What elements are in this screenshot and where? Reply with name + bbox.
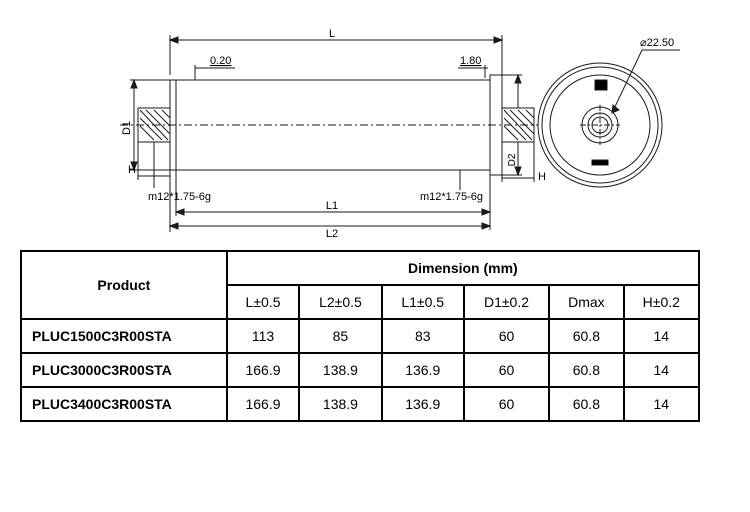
cell: 166.9 [227,387,300,421]
table-row: PLUC3400C3R00STA 166.9 138.9 136.9 60 60… [21,387,699,421]
cell: 60 [464,319,549,353]
thread-left: m12*1.75-6g [148,191,211,203]
tol-right: 1.80 [460,55,481,67]
cell: 60 [464,353,549,387]
cell: 85 [299,319,381,353]
cell: 166.9 [227,353,300,387]
dim-L1: L1 [326,200,338,212]
tol-left: 0.20 [210,55,231,67]
dimension-table: Product Dimension (mm) L±0.5 L2±0.5 L1±0… [20,250,700,422]
cell: 83 [382,319,464,353]
technical-drawing: L 0.20 1.80 D1 H m12*1.75-6g D2 [60,20,700,240]
thread-right: m12*1.75-6g [420,191,483,203]
cell: 14 [624,387,699,421]
col-H: H±0.2 [624,285,699,319]
header-product: Product [21,251,227,319]
col-Dmax: Dmax [549,285,623,319]
product-name: PLUC1500C3R00STA [21,319,227,353]
cell: 138.9 [299,387,381,421]
col-L: L±0.5 [227,285,300,319]
product-name: PLUC3000C3R00STA [21,353,227,387]
col-D1: D1±0.2 [464,285,549,319]
col-L1: L1±0.5 [382,285,464,319]
cell: 136.9 [382,387,464,421]
table-row: PLUC1500C3R00STA 113 85 83 60 60.8 14 [21,319,699,353]
col-L2: L2±0.5 [299,285,381,319]
cell: 60.8 [549,319,623,353]
cell: 113 [227,319,300,353]
header-dimension: Dimension (mm) [227,251,699,285]
cell: 60 [464,387,549,421]
table-row: PLUC3000C3R00STA 166.9 138.9 136.9 60 60… [21,353,699,387]
product-name: PLUC3400C3R00STA [21,387,227,421]
dim-L2: L2 [326,228,338,240]
diameter-label: ⌀22.50 [640,37,674,49]
cell: 14 [624,319,699,353]
dim-H-right: H [538,171,546,183]
cell: 60.8 [549,387,623,421]
cell: 136.9 [382,353,464,387]
cell: 138.9 [299,353,381,387]
dim-D1: D1 [121,121,133,135]
dim-L: L [329,28,335,40]
dim-H-left: H [128,164,136,176]
cell: 14 [624,353,699,387]
dim-D2: D2 [507,153,518,166]
cell: 60.8 [549,353,623,387]
